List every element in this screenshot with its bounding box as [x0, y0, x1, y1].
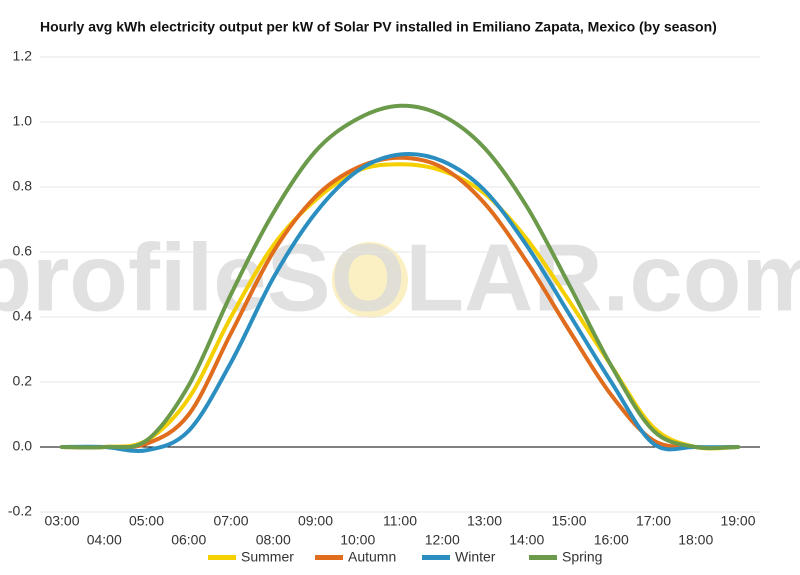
x-tick-label: 06:00: [171, 532, 206, 548]
x-tick-label: 07:00: [213, 513, 248, 529]
x-tick-label: 03:00: [44, 513, 79, 529]
legend-label: Winter: [455, 549, 496, 565]
chart-title: Hourly avg kWh electricity output per kW…: [40, 19, 717, 35]
x-tick-label: 09:00: [298, 513, 333, 529]
series-line: [60, 151, 740, 453]
y-tick-label: 0.2: [13, 373, 33, 389]
x-tick-label: 08:00: [256, 532, 291, 548]
legend-label: Summer: [241, 549, 294, 565]
x-tick-label: 10:00: [340, 532, 375, 548]
legend-swatch: [208, 555, 236, 560]
x-tick-label: 11:00: [383, 513, 417, 529]
legend-label: Spring: [562, 549, 602, 565]
y-tick-label: 0.8: [13, 178, 33, 194]
y-tick-label: 0.0: [13, 438, 33, 454]
legend-swatch: [422, 555, 450, 560]
x-tick-label: 15:00: [551, 513, 586, 529]
y-tick-label: 1.2: [13, 48, 33, 64]
series-line: [60, 155, 740, 450]
watermark: profileSOLAR.com: [0, 224, 800, 331]
x-tick-label: 16:00: [594, 532, 629, 548]
x-tick-label: 05:00: [129, 513, 164, 529]
x-tick-label: 18:00: [678, 532, 713, 548]
series-line: [60, 103, 740, 451]
legend-swatch: [529, 555, 557, 560]
x-tick-label: 19:00: [720, 513, 755, 529]
x-tick-label: 14:00: [509, 532, 544, 548]
x-tick-label: 12:00: [425, 532, 460, 548]
y-tick-label: 0.6: [13, 243, 33, 259]
y-tick-label: 0.4: [13, 308, 33, 324]
x-tick-label: 13:00: [467, 513, 502, 529]
legend-swatch: [315, 555, 343, 560]
y-tick-label: -0.2: [8, 503, 32, 519]
x-tick-label: 17:00: [636, 513, 671, 529]
legend-label: Autumn: [348, 549, 396, 565]
x-tick-label: 04:00: [87, 532, 122, 548]
y-tick-label: 1.0: [13, 113, 33, 129]
watermark-sun: [332, 242, 408, 318]
